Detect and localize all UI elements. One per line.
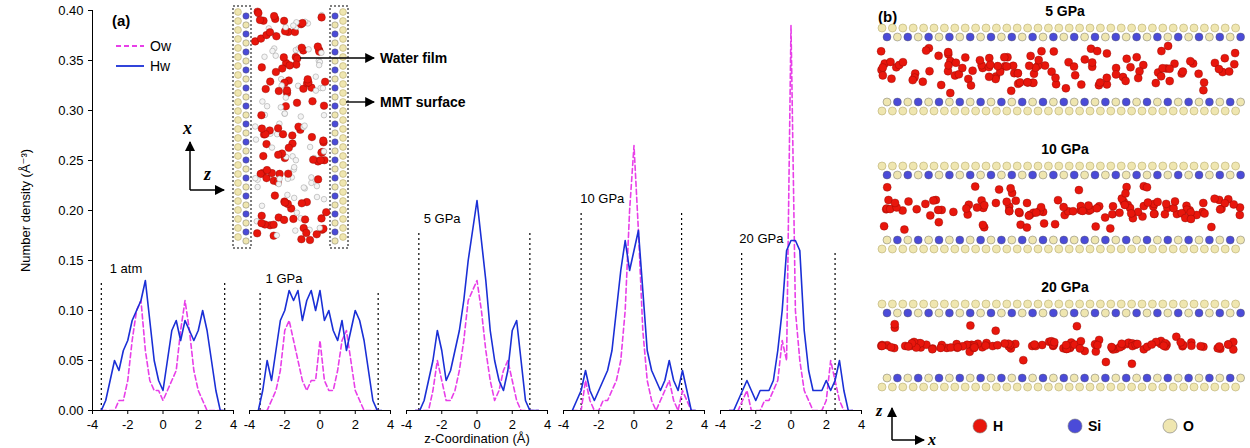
svg-text:0.25: 0.25 [58, 153, 83, 168]
svg-text:H: H [993, 418, 1003, 434]
svg-text:z: z [875, 402, 883, 419]
svg-text:5 GPa: 5 GPa [1045, 3, 1085, 19]
svg-text:0: 0 [473, 417, 480, 432]
svg-text:0.20: 0.20 [58, 203, 83, 218]
svg-text:Hw: Hw [150, 58, 171, 74]
svg-text:1 GPa: 1 GPa [266, 271, 304, 286]
svg-text:4: 4 [858, 417, 865, 432]
svg-text:-4: -4 [715, 417, 727, 432]
svg-text:(a): (a) [112, 12, 130, 29]
svg-text:0.15: 0.15 [58, 253, 83, 268]
svg-text:4: 4 [544, 417, 551, 432]
svg-text:10 GPa: 10 GPa [580, 191, 625, 206]
svg-text:z: z [203, 164, 211, 184]
svg-text:-4: -4 [558, 417, 570, 432]
svg-text:-2: -2 [122, 417, 134, 432]
svg-text:-4: -4 [244, 417, 256, 432]
svg-text:0: 0 [159, 417, 166, 432]
svg-text:Water film: Water film [380, 50, 447, 66]
svg-text:1 atm: 1 atm [110, 261, 143, 276]
svg-text:-4: -4 [87, 417, 99, 432]
svg-text:4: 4 [230, 417, 237, 432]
svg-text:5 GPa: 5 GPa [424, 211, 462, 226]
svg-text:0.35: 0.35 [58, 53, 83, 68]
svg-text:-2: -2 [593, 417, 605, 432]
svg-text:0: 0 [787, 417, 794, 432]
svg-text:2: 2 [666, 417, 673, 432]
svg-text:20 GPa: 20 GPa [1041, 279, 1089, 295]
svg-text:4: 4 [387, 417, 394, 432]
svg-text:x: x [182, 118, 192, 138]
svg-text:Ow: Ow [150, 38, 172, 54]
svg-text:z-Coordination (Å): z-Coordination (Å) [424, 431, 530, 446]
svg-text:-4: -4 [401, 417, 413, 432]
svg-text:2: 2 [823, 417, 830, 432]
svg-text:-2: -2 [750, 417, 762, 432]
svg-text:2: 2 [509, 417, 516, 432]
svg-text:10 GPa: 10 GPa [1041, 141, 1089, 157]
svg-text:0.30: 0.30 [58, 103, 83, 118]
svg-text:2: 2 [195, 417, 202, 432]
svg-text:0.40: 0.40 [58, 3, 83, 18]
svg-text:4: 4 [701, 417, 708, 432]
svg-text:0.05: 0.05 [58, 353, 83, 368]
svg-text:Si: Si [1088, 418, 1101, 434]
svg-text:(b): (b) [878, 8, 897, 25]
svg-text:20 GPa: 20 GPa [739, 231, 784, 246]
svg-text:-2: -2 [436, 417, 448, 432]
svg-text:0: 0 [630, 417, 637, 432]
svg-text:-2: -2 [279, 417, 291, 432]
svg-text:O: O [1183, 418, 1194, 434]
svg-text:0.00: 0.00 [58, 403, 83, 418]
svg-text:0: 0 [316, 417, 323, 432]
svg-text:MMT surface: MMT surface [380, 94, 466, 110]
svg-text:Number density (Å⁻³): Number density (Å⁻³) [18, 149, 33, 272]
svg-text:0.10: 0.10 [58, 303, 83, 318]
svg-text:x: x [927, 431, 936, 448]
svg-text:2: 2 [352, 417, 359, 432]
